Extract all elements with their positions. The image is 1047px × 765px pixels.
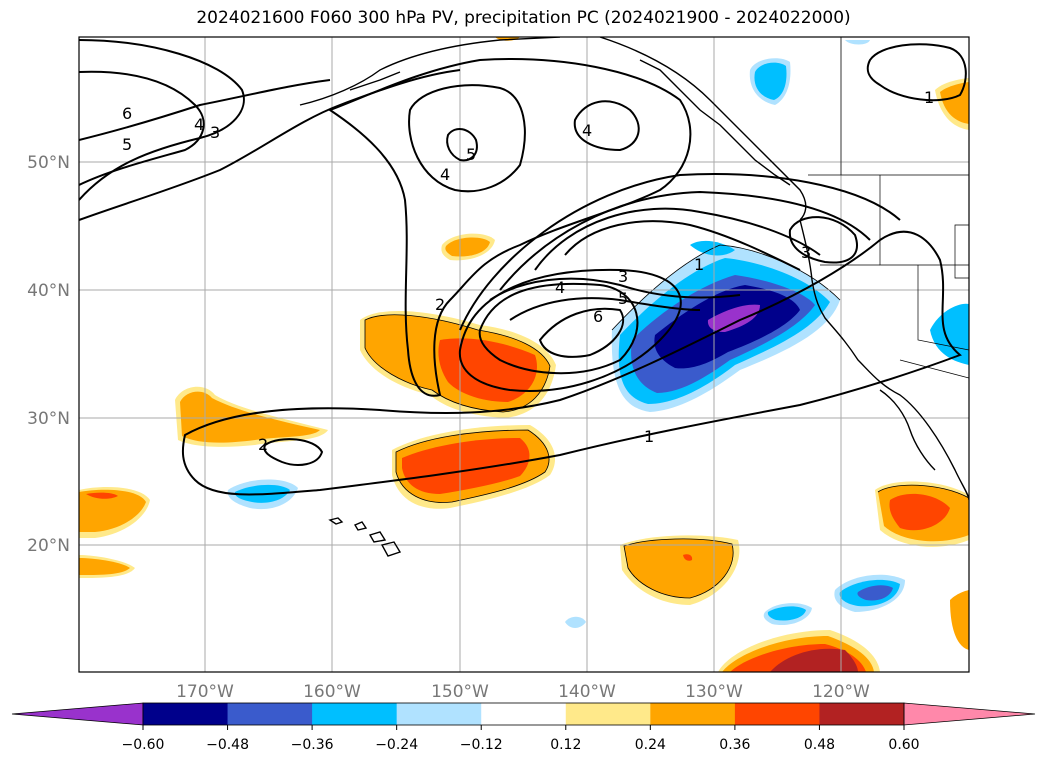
lon-label: 150°W <box>431 682 489 702</box>
contour-label: 6 <box>593 307 603 326</box>
contour-label: 3 <box>210 123 220 142</box>
colorbar-tick-label: 0.36 <box>719 737 750 753</box>
contour-label: 4 <box>555 278 565 297</box>
contour-label: 4 <box>582 121 592 140</box>
colorbar-segment <box>312 703 398 725</box>
colorbar-segment <box>734 703 820 725</box>
colorbar: −0.60 −0.48 −0.36 −0.24 −0.12 0.12 0.24 0.36 0.4… <box>11 702 1036 753</box>
colorbar-tick-label: −0.48 <box>206 737 249 753</box>
colorbar-segment <box>819 703 905 725</box>
lat-label: 30°N <box>27 409 70 429</box>
colorbar-tick-label: −0.60 <box>122 737 165 753</box>
contour-label: 5 <box>122 135 132 154</box>
lon-label: 170°W <box>176 682 234 702</box>
lon-label: 120°W <box>812 682 870 702</box>
colorbar-segment <box>481 703 567 725</box>
lon-label: 160°W <box>303 682 361 702</box>
longitude-labels: 170°W 160°W 150°W 140°W 130°W 120°W <box>176 682 870 702</box>
plot-frame <box>78 36 970 673</box>
contour-label: 4 <box>440 165 450 184</box>
colorbar-segment <box>143 703 229 725</box>
political-borders <box>808 37 969 379</box>
lat-label: 50°N <box>27 153 70 173</box>
colorbar-extend-min <box>11 702 144 726</box>
pv-contour-labels: 6 5 4 3 5 4 4 3 1 4 5 6 2 2 1 3 1 <box>122 88 934 454</box>
contour-label: 2 <box>435 295 445 314</box>
shading-outlines <box>364 244 969 599</box>
colorbar-segment <box>227 703 313 725</box>
colorbar-tick-label: −0.24 <box>375 737 418 753</box>
map-title: 2024021600 F060 300 hPa PV, precipitatio… <box>196 8 851 28</box>
coastlines <box>299 37 969 557</box>
contour-label: 3 <box>618 267 628 286</box>
lat-label: 40°N <box>27 281 70 301</box>
contour-label: 1 <box>694 255 704 274</box>
colorbar-tick-label: 0.60 <box>888 737 919 753</box>
colorbar-tick-label: 0.48 <box>804 737 835 753</box>
contour-label: 1 <box>924 88 934 107</box>
latitude-labels: 50°N 40°N 30°N 20°N <box>27 153 70 556</box>
colorbar-extend-max <box>903 702 1036 726</box>
contour-label: 3 <box>801 243 811 262</box>
colorbar-tick-label: −0.12 <box>460 737 503 753</box>
lon-label: 140°W <box>558 682 616 702</box>
colorbar-segment <box>396 703 482 725</box>
contour-label: 6 <box>122 104 132 123</box>
positive-anomaly-areas <box>79 37 969 672</box>
lat-label: 20°N <box>27 536 70 556</box>
contour-label: 2 <box>258 435 268 454</box>
colorbar-segment <box>565 703 651 725</box>
colorbar-tick-label: 0.24 <box>635 737 666 753</box>
contour-label: 5 <box>618 289 628 308</box>
lon-label: 130°W <box>685 682 743 702</box>
pv-contours <box>79 39 967 496</box>
contour-label: 4 <box>194 115 204 134</box>
colorbar-segment <box>650 703 736 725</box>
contour-label: 1 <box>644 427 654 446</box>
colorbar-frame <box>142 702 905 726</box>
colorbar-tick-label: 0.12 <box>550 737 581 753</box>
negative-anomaly-small-areas <box>227 40 969 628</box>
colorbar-tick-label: −0.36 <box>291 737 334 753</box>
contour-label: 5 <box>466 145 476 164</box>
